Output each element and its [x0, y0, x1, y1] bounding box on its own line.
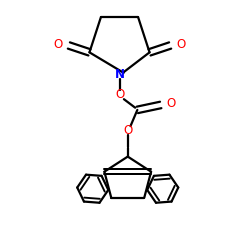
Text: N: N: [114, 68, 124, 81]
Text: O: O: [176, 38, 186, 51]
Text: O: O: [54, 38, 63, 51]
Text: O: O: [123, 124, 132, 137]
Text: O: O: [167, 97, 176, 110]
Text: O: O: [115, 88, 124, 101]
